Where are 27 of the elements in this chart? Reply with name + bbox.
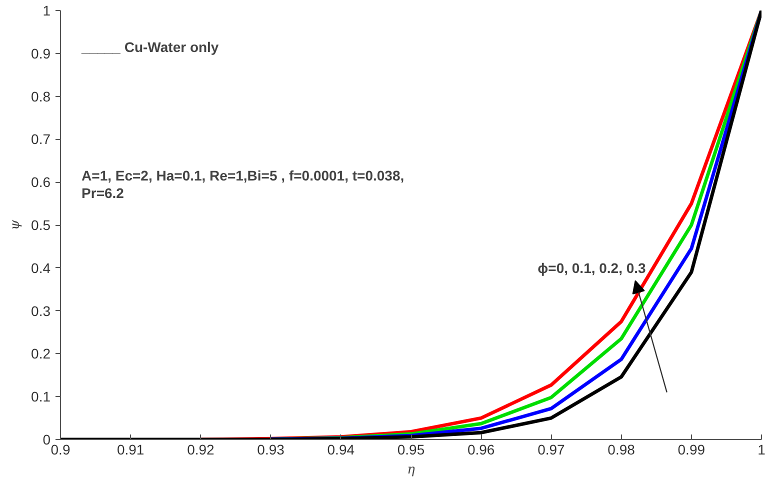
y-tick-label: 0.1 (31, 388, 51, 405)
annotation: A=1, Ec=2, Ha=0.1, Re=1,Bi=5 , f=0.0001, t=0.038, (82, 168, 404, 184)
x-tick-label: 0.95 (397, 442, 425, 458)
x-tick-label: 0.93 (257, 442, 285, 458)
annotation: _____ Cu-Water only (80, 38, 219, 55)
y-tick-label: 1 (42, 2, 51, 18)
x-tick-label: 0.99 (678, 442, 706, 458)
y-axis-title: ψ (8, 219, 24, 230)
y-tick-label: 0.5 (31, 217, 51, 233)
x-tick-label: 0.96 (467, 442, 495, 458)
y-tick-label: 0 (42, 432, 51, 448)
annotation: ϕ=0, 0.1, 0.2, 0.3 (538, 260, 646, 276)
y-tick-label: 0.6 (31, 174, 51, 190)
x-tick-label: 0.97 (538, 442, 566, 458)
y-tick-label: 0.7 (31, 131, 51, 148)
x-tick-label: 0.94 (327, 442, 355, 458)
y-tick-label: 0.2 (31, 346, 51, 362)
x-tick-label: 0.92 (187, 442, 215, 458)
y-tick-label: 0.9 (31, 45, 51, 62)
y-tick-label: 0.3 (31, 302, 51, 319)
annotation: Pr=6.2 (82, 184, 124, 201)
x-tick-label: 0.91 (116, 442, 144, 458)
y-tick-label: 0.8 (31, 88, 51, 104)
x-axis-title: η (407, 462, 416, 478)
y-tick-label: 0.4 (31, 260, 51, 276)
x-tick-label: 1 (758, 442, 766, 458)
x-tick-label: 0.98 (608, 442, 636, 458)
